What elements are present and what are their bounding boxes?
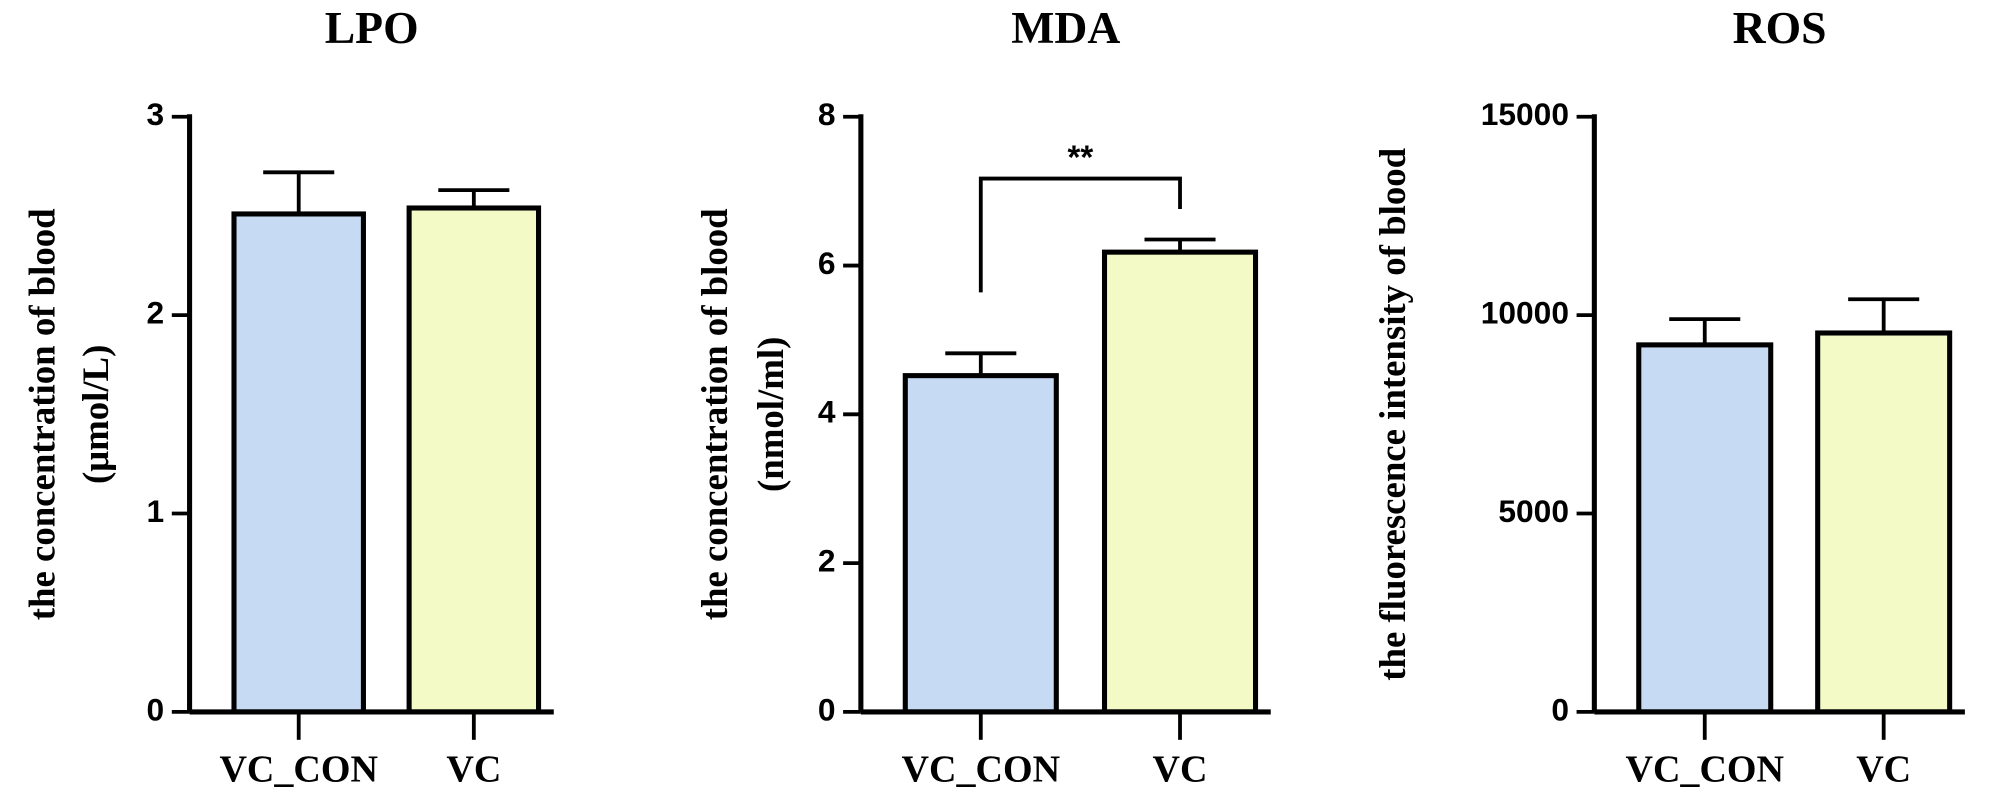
y-tick-label: 0 <box>1551 691 1569 727</box>
x-tick-label: VC <box>1153 749 1208 791</box>
y-tick-label: 3 <box>147 96 165 132</box>
y-tick-label: 2 <box>818 542 836 578</box>
y-tick-label: 0 <box>818 691 836 727</box>
y-axis-label: the fluorescence intensity of blood <box>1372 147 1413 680</box>
bar <box>231 211 366 715</box>
panel: ROS the fluorescence intensity of blood 0 5… <box>1372 2 1965 791</box>
chart-title: LPO <box>325 2 419 53</box>
y-tick-label: 2 <box>147 295 165 331</box>
x-tick-label: VC_CON <box>902 749 1061 791</box>
y-tick-label: 8 <box>818 96 836 132</box>
x-tick-label: VC_CON <box>219 749 378 791</box>
x-tick-label: VC <box>446 749 501 791</box>
y-tick-label: 4 <box>818 394 836 430</box>
significance-label: ** <box>1068 138 1094 175</box>
y-tick-label: 15000 <box>1481 96 1569 132</box>
y-axis-label: (nmol/ml) <box>750 337 791 492</box>
chart-title: ROS <box>1733 2 1827 53</box>
bar <box>1636 342 1774 715</box>
panel: LPO the concentration of blood (μmol/L) 0 1 2… <box>22 2 554 791</box>
y-tick-label: 6 <box>818 245 836 281</box>
y-axis-label: the concentration of blood <box>694 208 735 620</box>
bar <box>1815 330 1953 715</box>
panel: MDA the concentration of blood (nmol/ml) 0 2… <box>694 2 1271 791</box>
x-tick-label: VC_CON <box>1625 749 1784 791</box>
significance-bracket <box>978 176 1182 293</box>
y-tick-label: 5000 <box>1498 493 1569 529</box>
bar <box>1101 249 1259 715</box>
y-tick-label: 0 <box>147 691 165 727</box>
y-axis-label: the concentration of blood <box>22 208 63 620</box>
bar <box>902 373 1059 715</box>
y-axis-label: (μmol/L) <box>75 345 116 484</box>
chart-title: MDA <box>1011 2 1120 53</box>
x-tick-label: VC <box>1856 749 1911 791</box>
y-tick-label: 10000 <box>1481 295 1569 331</box>
y-tick-label: 1 <box>147 493 165 529</box>
bar <box>406 205 542 715</box>
